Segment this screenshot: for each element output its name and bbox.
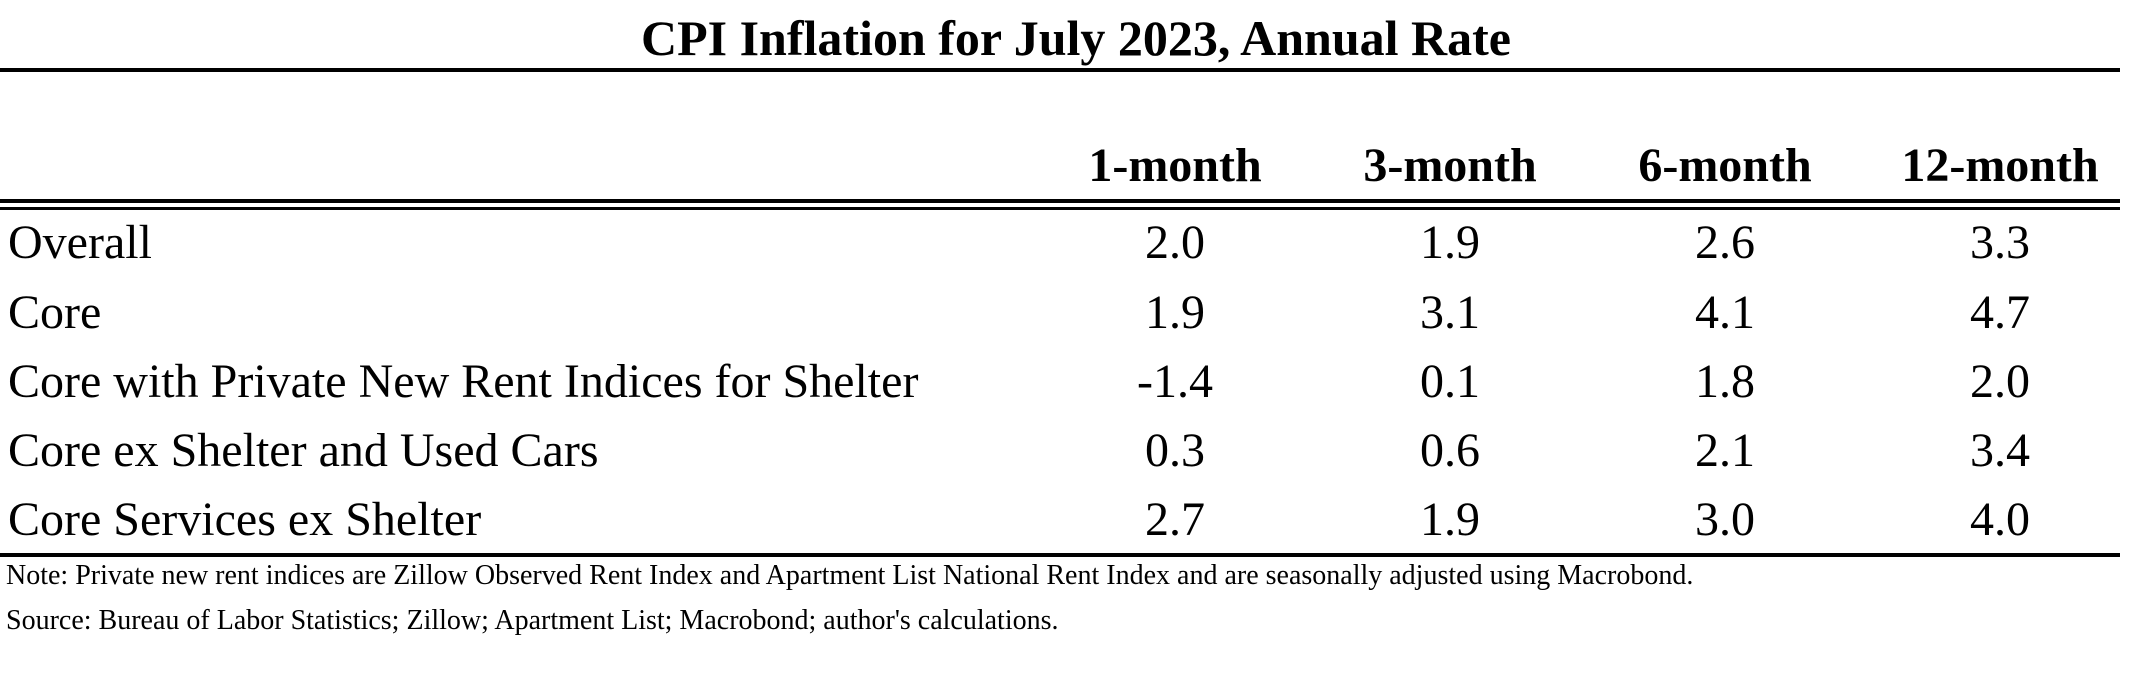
table-cell: 4.7 — [1970, 286, 2030, 339]
table-source: Source: Bureau of Labor Statistics; Zill… — [6, 605, 1059, 636]
table-row-overall: Overall 2.0 1.9 2.6 3.3 — [0, 208, 2120, 278]
table-cell: 2.0 — [1145, 216, 1205, 269]
table-cell: 1.9 — [1145, 286, 1205, 339]
column-header-12-month: 12-month — [1901, 139, 2099, 192]
header-rule-upper — [0, 199, 2120, 203]
table-cell: 0.6 — [1420, 424, 1480, 477]
table-cell: 2.1 — [1695, 424, 1755, 477]
column-header-3-month: 3-month — [1363, 139, 1537, 192]
table-row-core-services-ex-shelter: Core Services ex Shelter 2.7 1.9 3.0 4.0 — [0, 485, 2120, 555]
row-label: Core — [8, 286, 102, 339]
table-cell: 4.0 — [1970, 493, 2030, 546]
table-cell: 0.1 — [1420, 355, 1480, 408]
row-label: Overall — [8, 216, 152, 269]
table-note: Note: Private new rent indices are Zillo… — [6, 560, 1694, 591]
table-cell: 4.1 — [1695, 286, 1755, 339]
column-header-6-month: 6-month — [1638, 139, 1812, 192]
table-title: CPI Inflation for July 2023, Annual Rate — [640, 10, 1512, 66]
column-header-1-month: 1-month — [1088, 139, 1262, 192]
table-cell: 3.1 — [1420, 286, 1480, 339]
table-row-core-private-rent: Core with Private New Rent Indices for S… — [0, 347, 2120, 417]
bottom-rule — [0, 553, 2120, 557]
header-rule-lower — [0, 207, 2120, 210]
table-cell: 1.8 — [1695, 355, 1755, 408]
row-label: Core with Private New Rent Indices for S… — [8, 355, 919, 408]
table-cell: 0.3 — [1145, 424, 1205, 477]
table-cell: 3.0 — [1695, 493, 1755, 546]
table-cell: -1.4 — [1137, 355, 1213, 408]
table-cell: 1.9 — [1420, 216, 1480, 269]
table-cell: 3.4 — [1970, 424, 2030, 477]
table-cell: 2.7 — [1145, 493, 1205, 546]
table-cell: 3.3 — [1970, 216, 2030, 269]
table-cell: 2.0 — [1970, 355, 2030, 408]
table-row-core: Core 1.9 3.1 4.1 4.7 — [0, 278, 2120, 348]
table-cell: 1.9 — [1420, 493, 1480, 546]
row-label: Core Services ex Shelter — [8, 493, 482, 546]
table-cell: 2.6 — [1695, 216, 1755, 269]
table-row-core-ex-shelter-used-cars: Core ex Shelter and Used Cars 0.3 0.6 2.… — [0, 416, 2120, 486]
row-label: Core ex Shelter and Used Cars — [8, 424, 599, 477]
top-rule — [0, 68, 2120, 72]
